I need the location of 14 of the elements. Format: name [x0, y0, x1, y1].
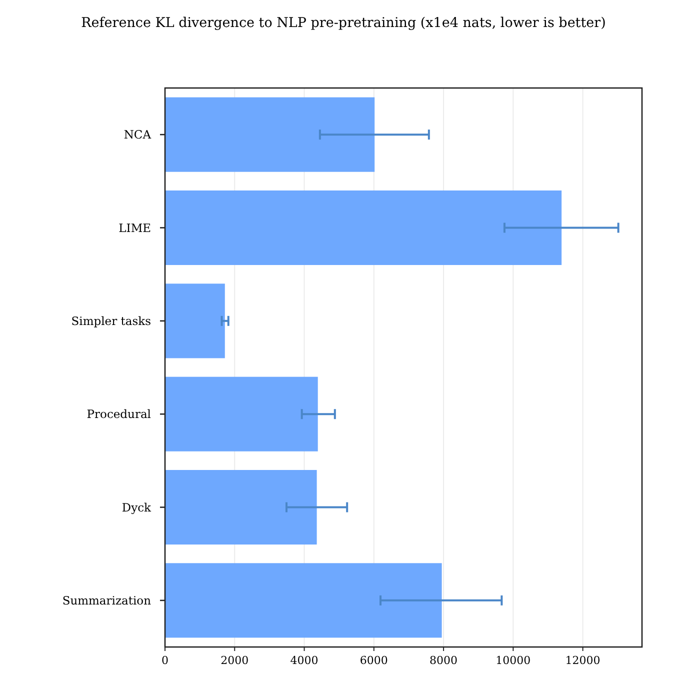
y-tick-label: Summarization: [62, 593, 152, 608]
chart-title: Reference KL divergence to NLP pre-pretraining (x1e4 nats, lower is better): [81, 15, 606, 31]
y-tick-label: Simpler tasks: [71, 314, 152, 328]
x-tick-label: 6000: [360, 654, 388, 667]
x-tick-label: 10000: [496, 654, 531, 667]
x-tick-label: 12000: [565, 654, 600, 667]
x-tick-label: 0: [162, 654, 168, 667]
y-tick-label: NCA: [124, 128, 152, 142]
x-tick-label: 8000: [430, 654, 458, 667]
x-tick-label: 4000: [290, 654, 318, 667]
y-tick-label: Procedural: [86, 407, 152, 422]
y-tick-label: LIME: [118, 220, 151, 235]
y-tick-label: Dyck: [122, 500, 152, 514]
x-tick-label: 2000: [220, 654, 249, 667]
